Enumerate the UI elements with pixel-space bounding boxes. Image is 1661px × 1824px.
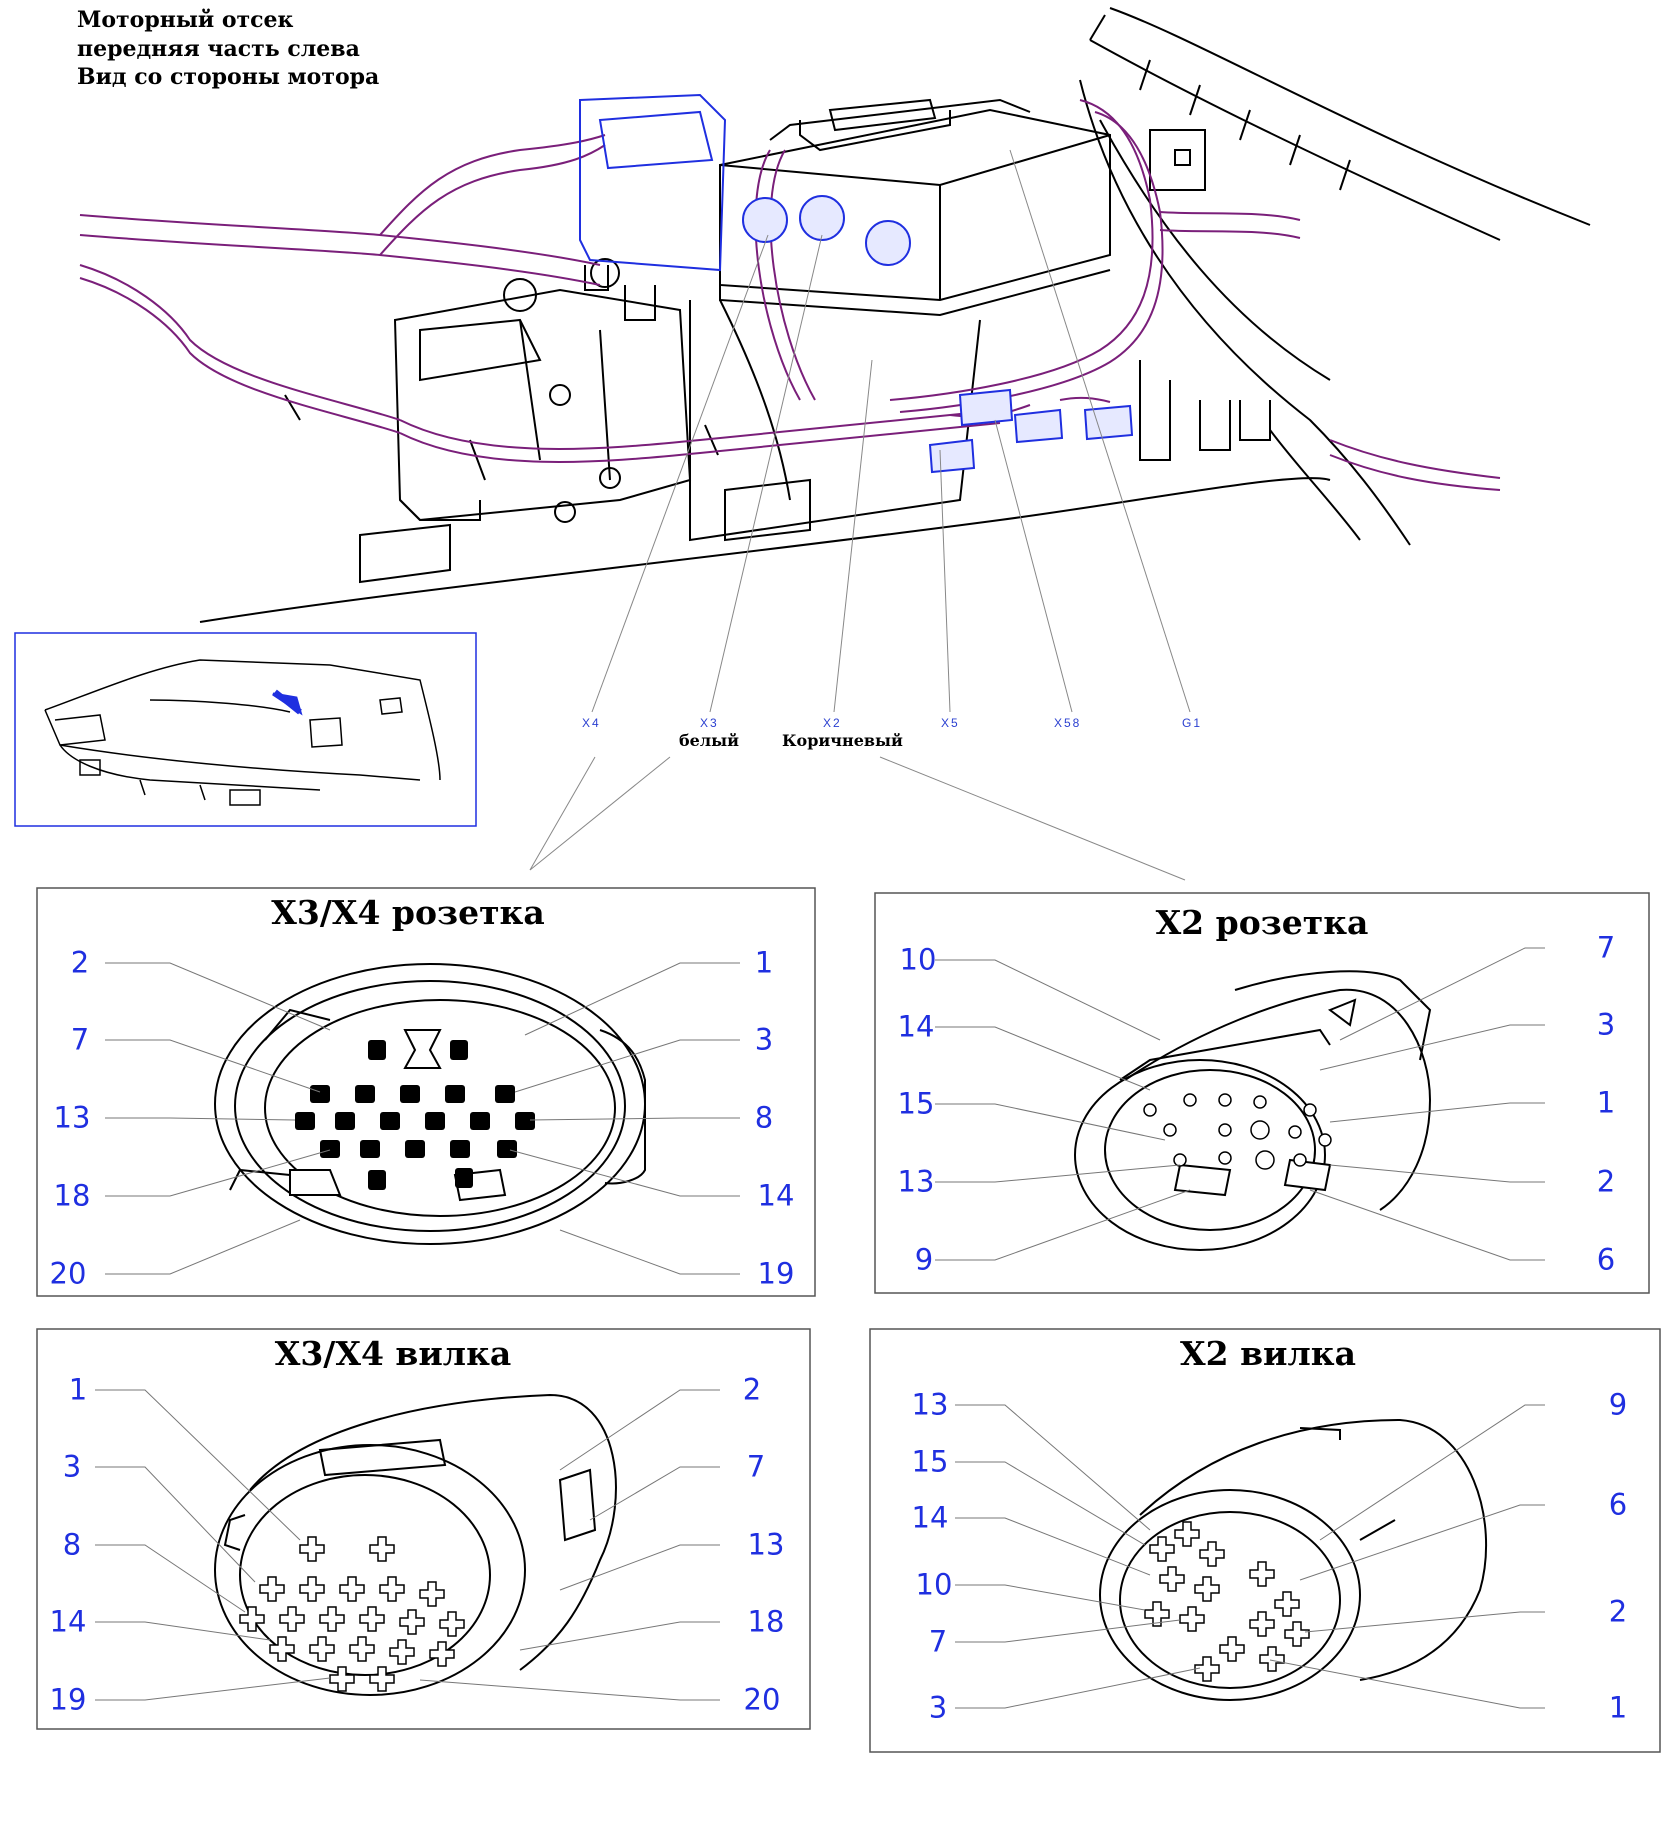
callout-x2: X2 <box>823 716 842 730</box>
panel-title-x3x4-socket: X3/X4 розетка <box>271 893 545 932</box>
pin-label: 7 <box>70 1022 90 1057</box>
pin-label: 1 <box>1596 1085 1616 1120</box>
pin-label: 8 <box>754 1100 774 1135</box>
pin-label: 2 <box>1608 1594 1628 1629</box>
pin-label: 15 <box>897 1086 935 1121</box>
pin-label: 9 <box>1608 1387 1628 1422</box>
x3x4-plug-leaders <box>95 1389 720 1701</box>
header-line-2: передняя часть слева <box>77 36 360 62</box>
panel-title-x2-socket: X2 розетка <box>1155 903 1369 942</box>
callout-g1: G1 <box>1182 716 1203 730</box>
x3x4-socket-drawing <box>214 963 646 1245</box>
pin-label: 3 <box>62 1449 82 1484</box>
pin-label: 13 <box>747 1527 785 1562</box>
x3x4-plug-drawing <box>214 1393 617 1696</box>
pin-label: 13 <box>53 1100 91 1135</box>
pin-label: 14 <box>911 1500 949 1535</box>
pin-label: 3 <box>1596 1007 1616 1042</box>
pin-label: 2 <box>742 1372 762 1407</box>
panel-title-x3x4-plug: X3/X4 вилка <box>274 1334 512 1373</box>
inset-car-thumbnail <box>14 632 477 827</box>
pin-label: 3 <box>928 1690 948 1725</box>
pin-label: 14 <box>897 1009 935 1044</box>
pin-label: 18 <box>747 1604 785 1639</box>
x3x4-plug-pins <box>239 1536 465 1692</box>
callout-x3-sub: белый <box>679 731 740 750</box>
pin-label: 14 <box>757 1178 795 1213</box>
pin-label: 14 <box>49 1604 87 1639</box>
pin-label: 10 <box>915 1567 953 1602</box>
x2-socket-leaders <box>935 947 1545 1261</box>
pin-label: 6 <box>1596 1242 1616 1277</box>
callout-x5: X5 <box>941 716 960 730</box>
header-line-3: Вид со стороны мотора <box>77 64 380 90</box>
x2-socket-pins <box>1143 1093 1332 1170</box>
callout-x2-sub: Коричневый <box>782 731 903 750</box>
callout-leaders <box>529 149 1191 881</box>
pin-label: 2 <box>1596 1164 1616 1199</box>
x2-socket-drawing <box>1074 970 1432 1251</box>
pin-label: 18 <box>53 1178 91 1213</box>
callout-x3: X3 <box>700 716 719 730</box>
callout-x58: X58 <box>1054 716 1082 730</box>
pin-label: 1 <box>754 945 774 980</box>
engine-bay-illustration <box>199 7 1591 623</box>
pin-label: 7 <box>928 1624 948 1659</box>
panel-frames <box>36 887 1661 1753</box>
pin-label: 7 <box>1596 930 1616 965</box>
pin-label: 1 <box>1608 1690 1628 1725</box>
x2-plug-pins <box>1144 1521 1310 1682</box>
x3x4-socket-pins <box>295 1040 535 1190</box>
callout-x4: X4 <box>582 716 601 730</box>
pin-label: 13 <box>897 1164 935 1199</box>
x2-plug-drawing <box>1099 1418 1488 1701</box>
pin-label: 15 <box>911 1444 949 1479</box>
x2-plug-leaders <box>955 1404 1545 1709</box>
pin-label: 9 <box>914 1242 934 1277</box>
wiring-harness <box>79 99 1501 491</box>
x3x4-socket-leaders <box>105 962 740 1275</box>
pin-label: 2 <box>70 945 90 980</box>
pin-label: 1 <box>68 1372 88 1407</box>
pin-label: 7 <box>746 1449 766 1484</box>
pin-label: 10 <box>899 942 937 977</box>
pin-label: 20 <box>49 1256 87 1291</box>
header-line-1: Моторный отсек <box>77 7 294 33</box>
pin-label: 19 <box>757 1256 795 1291</box>
harness-connectors <box>579 93 1134 474</box>
pin-label: 20 <box>743 1682 781 1717</box>
pin-label: 8 <box>62 1527 82 1562</box>
pin-label: 6 <box>1608 1487 1628 1522</box>
panel-title-x2-plug: X2 вилка <box>1180 1334 1356 1373</box>
pin-label: 19 <box>49 1682 87 1717</box>
pin-label: 13 <box>911 1387 949 1422</box>
pin-label: 3 <box>754 1022 774 1057</box>
